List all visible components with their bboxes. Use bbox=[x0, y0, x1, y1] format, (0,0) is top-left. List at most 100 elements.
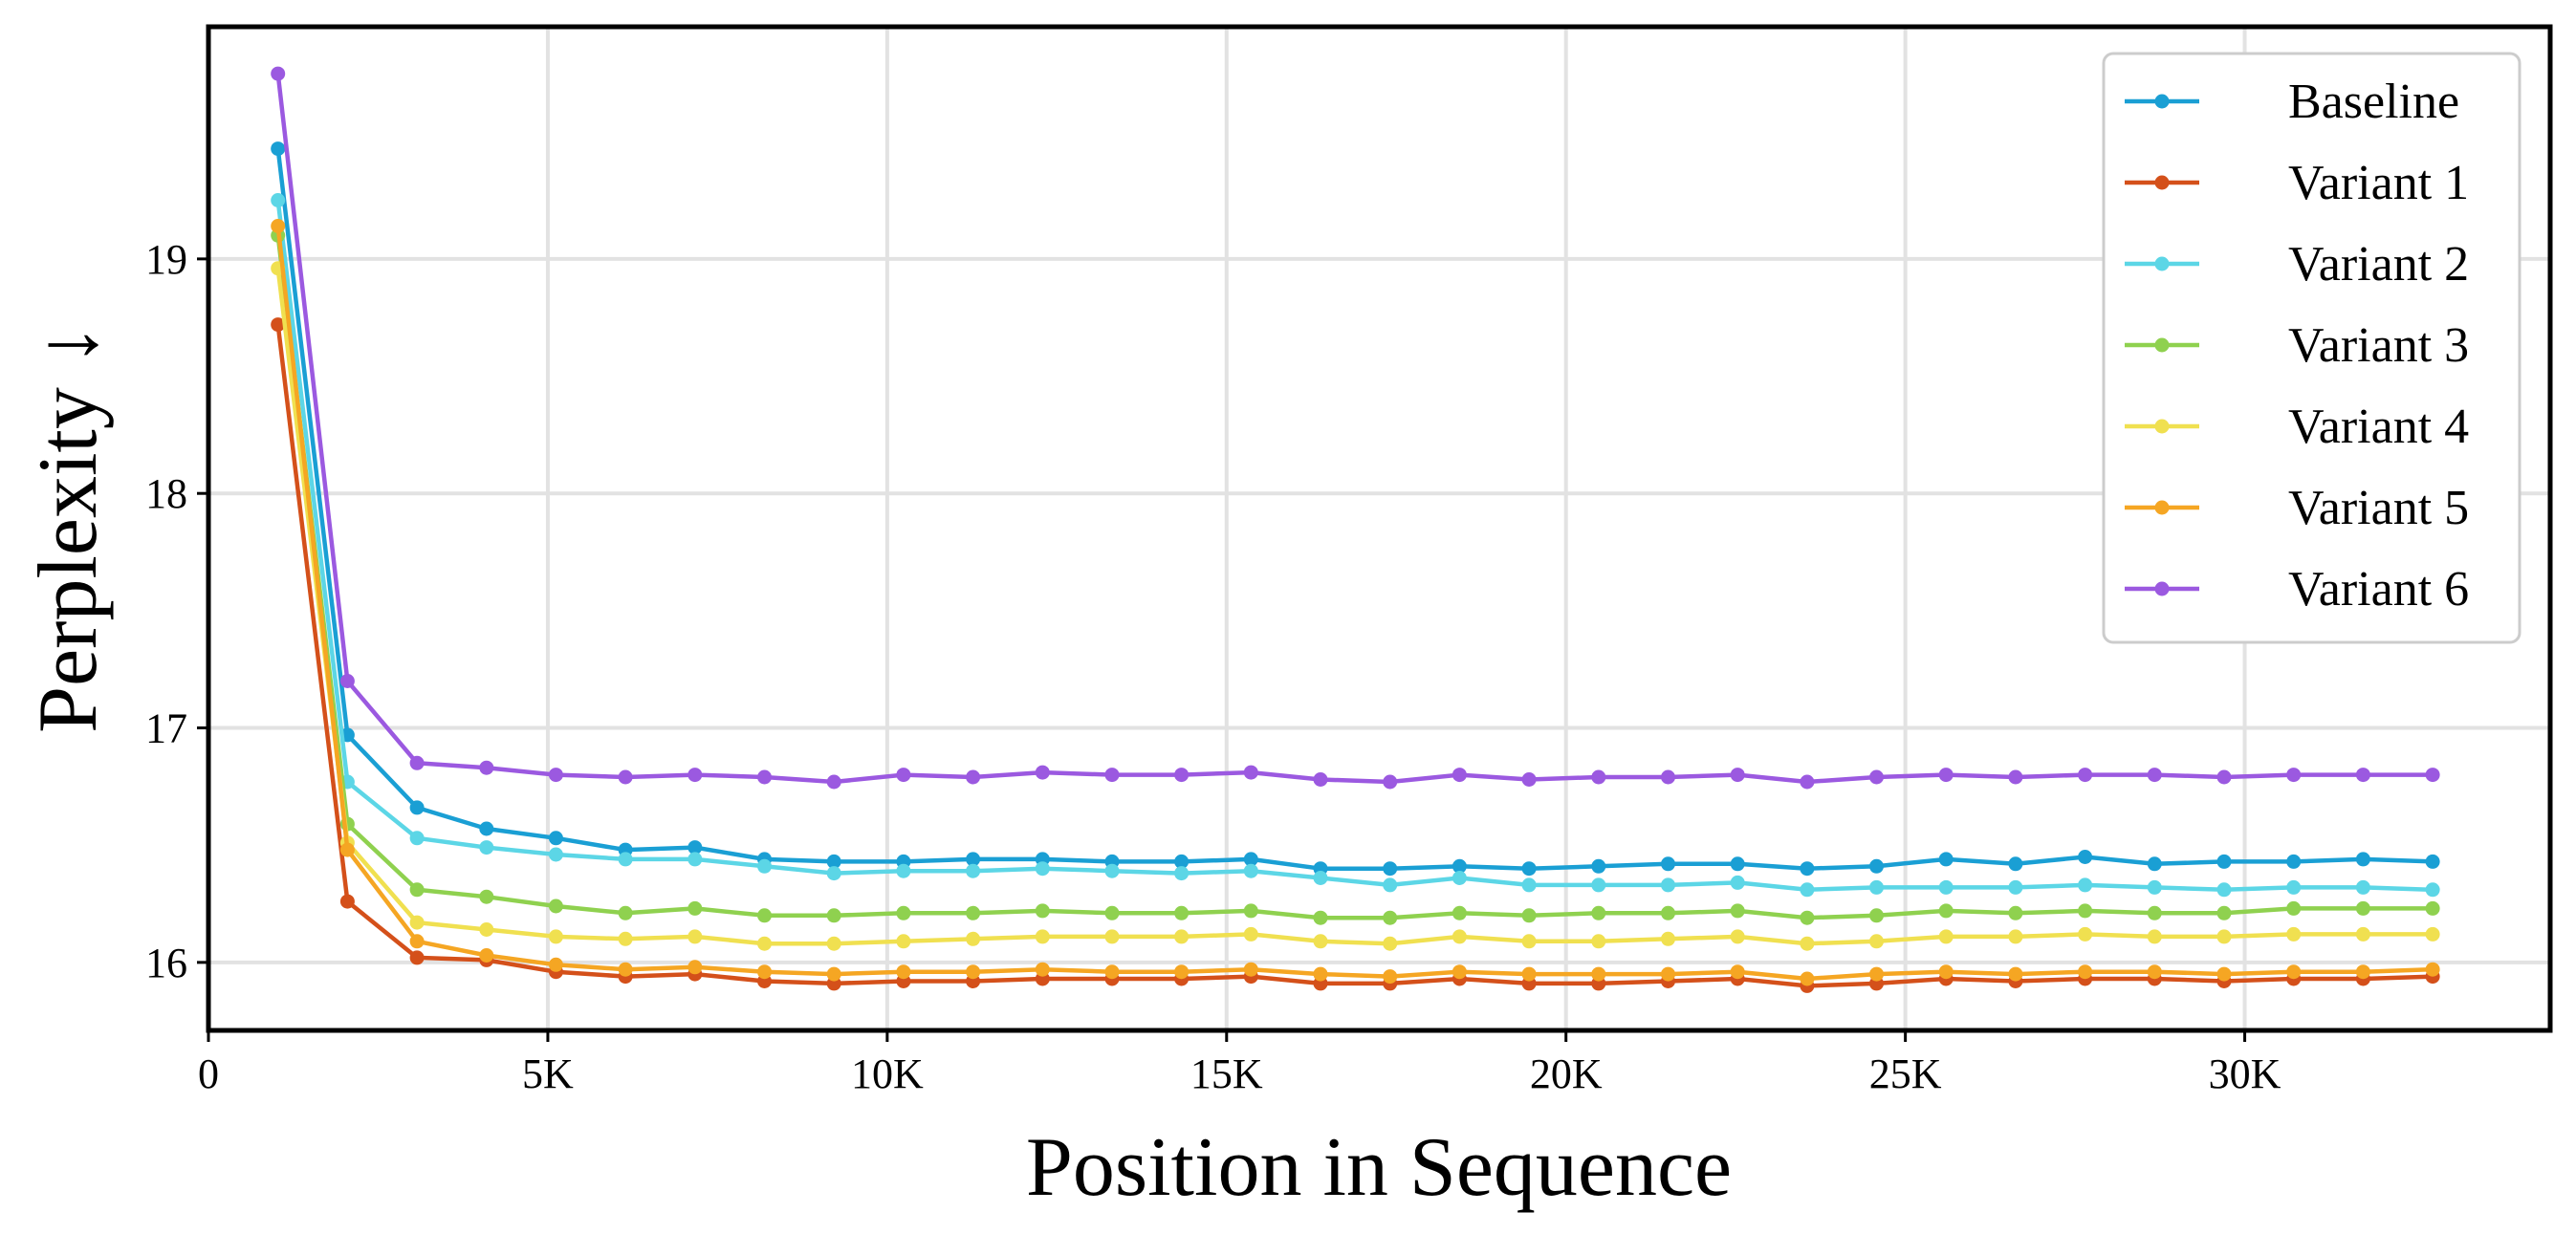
data-point bbox=[479, 840, 494, 855]
data-point bbox=[2216, 966, 2232, 982]
data-point bbox=[966, 769, 981, 785]
series-line-variant-4 bbox=[275, 268, 2434, 946]
data-point bbox=[2425, 768, 2440, 783]
legend-item-variant-4: Variant 4 bbox=[2125, 400, 2469, 454]
y-axis-ticks: 16 17 18 19 bbox=[145, 236, 208, 986]
data-point bbox=[896, 863, 911, 878]
series-line-baseline bbox=[275, 148, 2434, 871]
data-point bbox=[1869, 769, 1884, 785]
x-tick-label: 5K bbox=[522, 1050, 574, 1097]
data-point bbox=[1383, 969, 1398, 985]
data-point bbox=[1521, 934, 1537, 949]
y-tick-label: 19 bbox=[145, 236, 187, 283]
data-point bbox=[2147, 856, 2162, 872]
legend-label: Variant 6 bbox=[2288, 562, 2469, 617]
x-tick-label: 15K bbox=[1190, 1050, 1263, 1097]
data-point bbox=[896, 934, 911, 949]
data-point bbox=[1104, 905, 1120, 920]
data-point bbox=[1938, 852, 1954, 867]
data-point bbox=[2355, 900, 2370, 916]
data-point bbox=[2425, 926, 2440, 942]
data-point bbox=[757, 858, 772, 874]
data-point bbox=[1661, 931, 1675, 946]
data-point bbox=[1800, 910, 1815, 925]
legend-label: Variant 3 bbox=[2288, 318, 2469, 373]
data-point bbox=[2286, 768, 2302, 783]
data-point bbox=[479, 889, 494, 904]
x-axis-title: Position in Sequence bbox=[1026, 1121, 1732, 1214]
data-point bbox=[896, 768, 911, 783]
data-point bbox=[1661, 905, 1675, 920]
series-layer bbox=[271, 66, 2440, 993]
data-point bbox=[1938, 768, 1954, 783]
data-point bbox=[479, 948, 494, 963]
data-point bbox=[1452, 929, 1467, 944]
data-point bbox=[409, 915, 425, 930]
data-point bbox=[2355, 926, 2370, 942]
data-point bbox=[1383, 936, 1398, 951]
legend-label: Baseline bbox=[2288, 75, 2459, 129]
data-point bbox=[1313, 934, 1328, 949]
data-point bbox=[618, 852, 633, 867]
x-axis-ticks: 0 5K 10K 15K 20K 25K 30K bbox=[198, 1030, 2281, 1097]
data-point bbox=[1521, 772, 1537, 787]
data-point bbox=[548, 957, 563, 972]
data-point bbox=[1313, 910, 1328, 925]
data-point bbox=[1243, 765, 1258, 780]
data-point bbox=[2425, 900, 2440, 916]
data-point bbox=[1521, 966, 1537, 982]
data-point bbox=[1869, 934, 1884, 949]
data-point bbox=[2147, 768, 2162, 783]
data-point bbox=[1243, 863, 1258, 878]
data-point bbox=[1591, 877, 1606, 893]
data-point bbox=[2147, 905, 2162, 920]
data-point bbox=[2078, 903, 2093, 919]
data-point bbox=[548, 831, 563, 846]
data-point bbox=[826, 936, 841, 951]
data-point bbox=[1869, 879, 1884, 895]
data-point bbox=[2008, 905, 2023, 920]
data-point bbox=[1452, 858, 1467, 874]
data-point bbox=[618, 931, 633, 946]
y-tick-label: 17 bbox=[145, 705, 187, 752]
legend-swatch-marker bbox=[2154, 175, 2170, 190]
data-point bbox=[688, 929, 703, 944]
data-point bbox=[271, 141, 286, 157]
data-point bbox=[1174, 768, 1190, 783]
data-point bbox=[409, 934, 425, 949]
legend-swatch-marker bbox=[2154, 94, 2170, 109]
data-point bbox=[618, 769, 633, 785]
data-point bbox=[409, 755, 425, 770]
data-point bbox=[1243, 962, 1258, 977]
data-point bbox=[1452, 964, 1467, 980]
plot-frame bbox=[206, 24, 2553, 1033]
data-point bbox=[271, 219, 286, 233]
data-point bbox=[966, 852, 981, 867]
data-point bbox=[1938, 903, 1954, 919]
legend-item-variant-1: Variant 1 bbox=[2125, 156, 2469, 210]
data-point bbox=[688, 840, 703, 855]
data-point bbox=[1661, 769, 1675, 785]
data-point bbox=[1661, 856, 1675, 872]
data-point bbox=[1730, 929, 1745, 944]
data-point bbox=[1730, 856, 1745, 872]
y-tick-label: 18 bbox=[145, 470, 187, 517]
data-point bbox=[2078, 768, 2093, 783]
data-point bbox=[2008, 929, 2023, 944]
legend: Baseline Variant 1 Variant 2 Variant 3 Varia… bbox=[2102, 52, 2521, 644]
legend-swatch-marker bbox=[2154, 256, 2170, 271]
data-point bbox=[479, 922, 494, 937]
data-point bbox=[757, 908, 772, 923]
data-point bbox=[2355, 879, 2370, 895]
data-point bbox=[1591, 769, 1606, 785]
data-point bbox=[1591, 934, 1606, 949]
data-point bbox=[2078, 850, 2093, 864]
data-point bbox=[618, 962, 633, 977]
data-point bbox=[618, 905, 633, 920]
legend-item-variant-2: Variant 2 bbox=[2125, 237, 2469, 292]
data-point bbox=[1035, 765, 1050, 780]
data-point bbox=[1800, 774, 1815, 790]
legend-item-variant-6: Variant 6 bbox=[2125, 562, 2469, 617]
data-point bbox=[1243, 926, 1258, 942]
